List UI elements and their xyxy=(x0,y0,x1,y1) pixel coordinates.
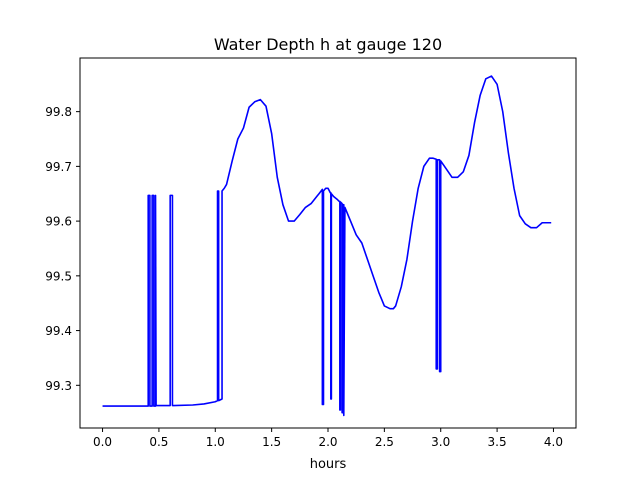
axes-frame xyxy=(79,57,577,429)
y-axis-ticks: 99.3 99.4 99.5 99.6 99.7 99.8 xyxy=(45,105,80,393)
x-axis-ticks: 0.0 0.5 1.0 1.5 2.0 2.5 3.0 3.5 4.0 xyxy=(93,428,563,449)
series-line-0 xyxy=(102,75,552,417)
y-tick-label: 99.8 xyxy=(45,105,72,119)
x-tick-label: 1.0 xyxy=(206,435,225,449)
x-tick-label: 0.0 xyxy=(93,435,112,449)
y-tick-label: 99.5 xyxy=(45,269,72,283)
x-tick-label: 4.0 xyxy=(544,435,563,449)
x-tick-label: 2.5 xyxy=(375,435,394,449)
x-tick-label: 3.5 xyxy=(488,435,507,449)
plot-area xyxy=(102,75,552,417)
y-tick-label: 99.7 xyxy=(45,160,72,174)
x-tick-label: 2.0 xyxy=(318,435,337,449)
x-tick-label: 1.5 xyxy=(262,435,281,449)
x-tick-label: 3.0 xyxy=(431,435,450,449)
x-axis-label: hours xyxy=(310,457,347,472)
chart-title: Water Depth h at gauge 120 xyxy=(214,35,442,54)
y-tick-label: 99.6 xyxy=(45,215,72,229)
x-tick-label: 0.5 xyxy=(149,435,168,449)
y-tick-label: 99.4 xyxy=(45,324,72,338)
y-tick-label: 99.3 xyxy=(45,379,72,393)
